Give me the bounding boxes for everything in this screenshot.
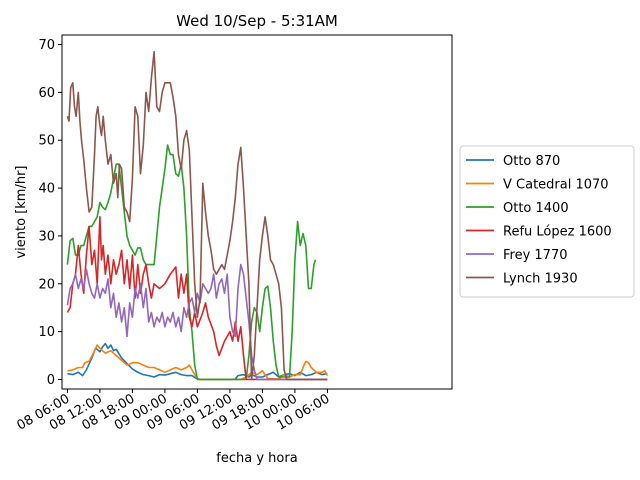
series-line-1 xyxy=(67,344,329,381)
y-tick-label: 40 xyxy=(38,182,55,197)
legend-box xyxy=(459,145,635,298)
series-line-2 xyxy=(66,144,317,381)
y-axis: 0 10 20 30 40 50 60 70 xyxy=(38,38,62,388)
chart-title: Wed 10/Sep - 5:31AM xyxy=(176,12,338,30)
y-axis-label: viento [km/hr] xyxy=(14,165,29,258)
series-line-5 xyxy=(66,50,328,381)
legend-label-5: Lynch 1930 xyxy=(503,272,578,287)
legend-label-1: V Catedral 1070 xyxy=(503,178,609,193)
legend: Otto 870 V Catedral 1070 Otto 1400 Refu Lóp… xyxy=(459,145,635,298)
y-tick-label: 20 xyxy=(38,277,55,292)
series-line-3 xyxy=(66,216,328,381)
legend-label-2: Otto 1400 xyxy=(503,201,569,216)
y-tick-label: 10 xyxy=(38,325,55,340)
plot-area xyxy=(66,50,329,381)
legend-label-0: Otto 870 xyxy=(503,154,560,169)
x-axis-label: fecha y hora xyxy=(216,451,297,466)
series-line-4 xyxy=(66,263,328,381)
y-tick-label: 30 xyxy=(38,229,55,244)
legend-label-4: Frey 1770 xyxy=(503,248,568,263)
y-tick-label: 0 xyxy=(47,373,55,388)
y-tick-label: 50 xyxy=(38,134,55,149)
y-tick-label: 60 xyxy=(38,86,55,101)
legend-label-3: Refu López 1600 xyxy=(503,225,612,240)
plot-frame xyxy=(61,34,453,390)
y-tick-label: 70 xyxy=(38,38,55,53)
